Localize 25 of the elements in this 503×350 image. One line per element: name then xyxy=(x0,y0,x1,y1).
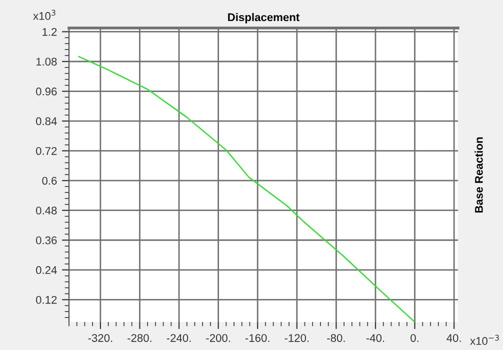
y-tick-label: 1.08 xyxy=(36,58,57,66)
y-tick-label: 0.96 xyxy=(36,88,57,96)
y-axis-title: Base Reaction xyxy=(474,137,483,213)
x-tick-label: 0. xyxy=(410,334,418,342)
y-tick-label: 0.36 xyxy=(36,236,57,244)
x-tick-label: -200. xyxy=(206,334,230,342)
text: x10$^{−3}$ xyxy=(470,334,499,345)
text: x10$^{3}$ xyxy=(33,10,56,20)
y-tick-label: 0.72 xyxy=(36,147,57,155)
x-tick-label: -120. xyxy=(284,334,309,342)
y-tick-label: 0.84 xyxy=(36,117,57,126)
x-tick-label: -280. xyxy=(128,334,152,342)
x-tick-label: -40. xyxy=(366,334,384,342)
y-tick-label: 0.12 xyxy=(36,296,57,304)
y-tick-label: 1.2 xyxy=(42,28,57,36)
y-tick-label: 0.6 xyxy=(42,176,57,185)
x-tick-label: -80. xyxy=(327,334,345,342)
x-tick-label: -240. xyxy=(166,334,191,342)
chart-title: Displacement xyxy=(228,13,300,24)
line-series xyxy=(78,56,416,322)
x-tick-label: -320. xyxy=(88,334,112,342)
x-tick-label: 40. xyxy=(446,334,461,342)
y-tick-label: 0.48 xyxy=(36,206,57,214)
x-tick-label: -160. xyxy=(245,334,270,342)
y-tick-label: 0.24 xyxy=(36,266,57,274)
